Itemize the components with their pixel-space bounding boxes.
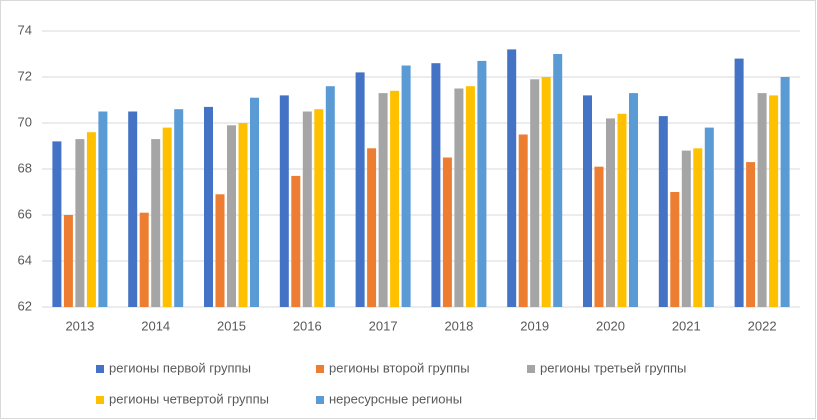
bar [98,111,108,307]
bar [454,88,464,307]
bar [128,111,138,307]
bar [704,127,714,307]
bar [780,77,790,307]
y-tick-label: 72 [18,68,32,83]
bar [390,90,400,307]
bar [279,95,289,308]
bar [734,58,744,307]
y-tick-label: 62 [18,298,32,313]
y-tick-label: 74 [18,22,32,37]
legend-label: регионы четвертой группы [109,391,269,406]
bar [238,123,248,307]
y-tick-label: 70 [18,114,32,129]
bar [151,139,161,307]
bar [477,60,487,308]
legend-swatch [316,396,324,404]
bar [314,109,324,307]
bar [325,86,335,307]
legend-swatch [96,365,104,373]
bar [291,175,301,307]
x-tick-label: 2018 [444,318,473,333]
legend-label: регионы второй группы [329,360,470,375]
x-tick-label: 2019 [520,318,549,333]
bar [507,49,517,308]
bar [617,113,627,307]
x-tick-label: 2015 [217,318,246,333]
bar [583,95,592,308]
y-tick-label: 66 [18,206,32,221]
bar [401,65,411,307]
bar [431,63,441,308]
bar [769,95,779,308]
bar [367,148,377,307]
x-tick-label: 2013 [65,318,94,333]
legend-label: нересурсные регионы [329,391,462,406]
bar [442,157,452,307]
x-tick-label: 2020 [596,318,625,333]
bar [52,141,62,307]
bar [658,116,668,307]
bar [553,54,563,307]
bar [594,166,604,307]
bar [302,111,312,307]
bar [693,148,703,307]
x-tick-label: 2016 [293,318,322,333]
legend-swatch [316,365,324,373]
bar [162,127,172,307]
x-tick-label: 2017 [369,318,398,333]
bar [86,132,96,307]
bar [227,125,236,307]
bar [606,118,615,308]
bar [215,194,225,307]
x-tick-label: 2022 [748,318,777,333]
legend-label: регионы первой группы [109,360,251,375]
bar [139,212,149,307]
bar [75,139,85,307]
bar [174,109,184,307]
bar [670,192,680,307]
bar [541,77,551,307]
x-tick-label: 2014 [141,318,170,333]
bar [355,72,365,308]
bar [746,162,756,307]
legend-swatch [527,365,535,373]
x-tick-label: 2021 [672,318,701,333]
bar [518,134,528,307]
bar [378,93,388,307]
bar [465,86,475,307]
bar [204,106,213,308]
bar [629,93,638,307]
bar [250,97,259,307]
bar [757,93,767,307]
y-tick-label: 68 [18,160,32,175]
legend-swatch [96,396,104,404]
bar [63,215,73,307]
bar [681,150,691,307]
y-tick-label: 64 [18,252,32,267]
legend-label: регионы третьей группы [540,360,686,375]
bar [530,79,540,307]
